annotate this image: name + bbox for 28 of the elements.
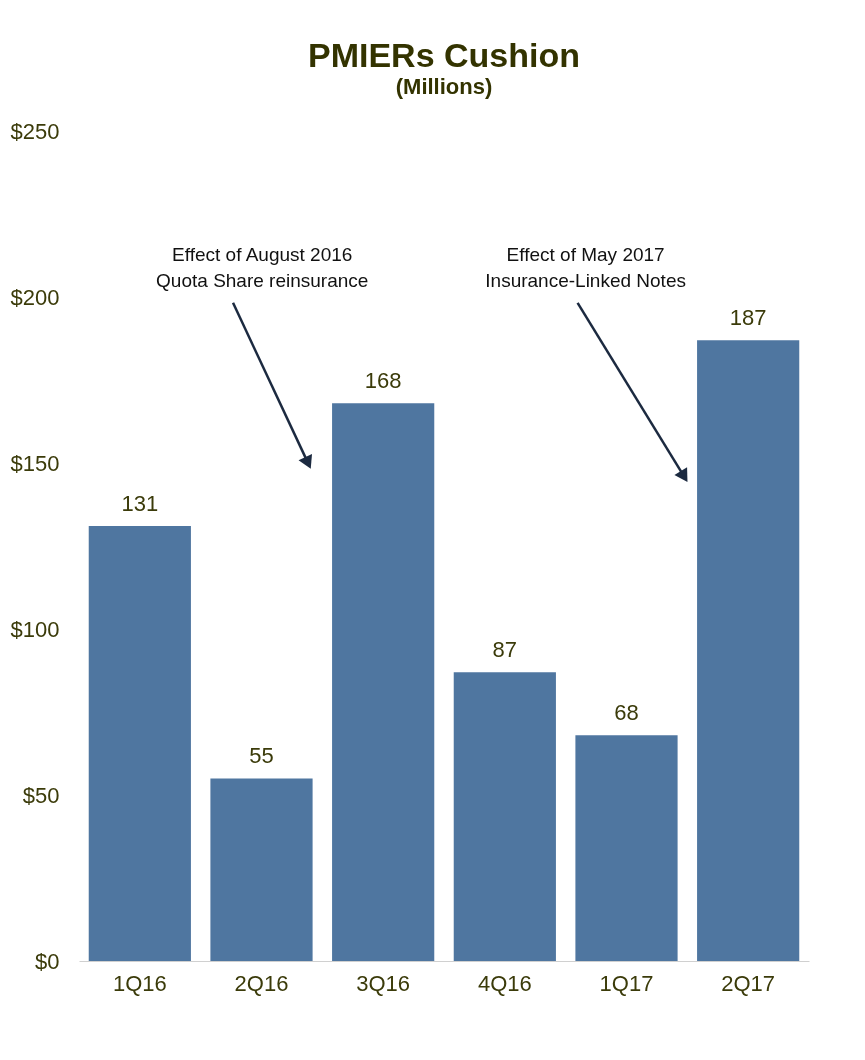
bar xyxy=(332,403,435,961)
bar xyxy=(453,672,556,961)
x-tick-label: 1Q16 xyxy=(112,970,167,996)
bar xyxy=(697,340,800,961)
x-tick-label: 3Q16 xyxy=(356,970,411,996)
data-label: 55 xyxy=(249,743,274,769)
data-label: 131 xyxy=(121,491,159,517)
y-tick-label: $200 xyxy=(10,284,60,310)
chart-title: PMIERs Cushion xyxy=(307,36,581,74)
y-tick-label: $250 xyxy=(10,118,60,144)
x-tick-label: 2Q17 xyxy=(721,970,776,996)
x-tick-label: 1Q17 xyxy=(599,970,654,996)
data-label: 68 xyxy=(614,700,639,726)
data-label: 168 xyxy=(364,368,402,394)
y-tick-label: $100 xyxy=(10,616,60,642)
x-tick-label: 4Q16 xyxy=(477,970,532,996)
data-label: 87 xyxy=(492,637,518,663)
bar xyxy=(88,526,191,961)
annotation: Effect of May 2017 Insurance-Linked Notes xyxy=(485,243,686,291)
y-tick-label: $50 xyxy=(22,782,60,808)
annotation: Effect of August 2016 Quota Share reinsurance xyxy=(156,243,369,291)
chart-subtitle: (Millions) xyxy=(395,74,493,99)
bar xyxy=(575,735,678,961)
bar xyxy=(210,778,313,961)
x-tick-label: 2Q16 xyxy=(234,970,289,996)
data-label: 187 xyxy=(729,305,767,331)
y-tick-label: $0 xyxy=(35,948,60,974)
y-tick-label: $150 xyxy=(10,450,60,476)
